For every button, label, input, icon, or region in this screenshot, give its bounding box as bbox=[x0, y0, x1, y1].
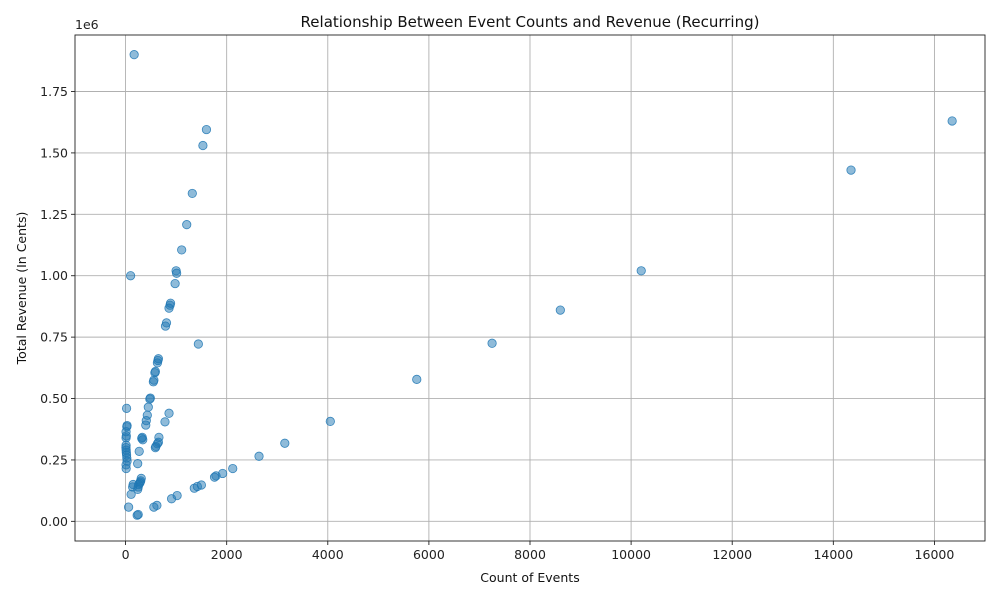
y-tick-label: 1.00 bbox=[40, 268, 68, 283]
data-point bbox=[121, 403, 132, 413]
y-tick-label: 0.25 bbox=[40, 452, 68, 467]
grid-lines bbox=[75, 35, 985, 541]
data-point bbox=[487, 338, 497, 348]
data-point bbox=[133, 459, 143, 469]
y-tick-label: 1.75 bbox=[40, 84, 68, 99]
data-point bbox=[164, 303, 174, 313]
x-tick-label: 4000 bbox=[312, 547, 344, 562]
x-tick-label: 14000 bbox=[813, 547, 853, 562]
x-tick-label: 0 bbox=[122, 547, 130, 562]
data-point bbox=[201, 124, 212, 135]
data-point bbox=[143, 402, 153, 412]
data-point bbox=[121, 463, 131, 474]
data-point bbox=[209, 472, 220, 482]
data-point bbox=[149, 502, 159, 512]
data-point bbox=[636, 266, 646, 276]
data-point bbox=[228, 463, 238, 474]
data-point bbox=[170, 278, 180, 289]
data-point bbox=[145, 394, 155, 404]
data-point bbox=[555, 305, 565, 315]
data-point bbox=[177, 245, 187, 255]
data-point bbox=[947, 116, 957, 126]
data-point bbox=[164, 408, 174, 418]
data-point bbox=[846, 165, 856, 175]
y-tick-label: 0.75 bbox=[40, 330, 68, 345]
data-point bbox=[150, 443, 160, 453]
x-tick-label: 12000 bbox=[712, 547, 752, 562]
data-point bbox=[126, 271, 136, 281]
x-tick-label: 16000 bbox=[915, 547, 955, 562]
data-point bbox=[128, 482, 138, 492]
y-tick-label: 0.00 bbox=[40, 514, 68, 529]
data-point bbox=[198, 140, 208, 151]
y-axis-label: Total Revenue (In Cents) bbox=[14, 212, 29, 366]
y-tick-label: 0.50 bbox=[40, 391, 68, 406]
data-point bbox=[254, 451, 264, 461]
data-point bbox=[126, 489, 136, 499]
x-tick-label: 10000 bbox=[611, 547, 651, 562]
data-point bbox=[129, 50, 139, 60]
y-axis-offset-label: 1e6 bbox=[75, 17, 99, 32]
data-point bbox=[134, 446, 144, 456]
axis-ticks: 0 2000 4000 6000 8000 10000 12000 14000 16000 0.0… bbox=[40, 84, 954, 562]
data-point bbox=[412, 374, 422, 384]
x-tick-label: 8000 bbox=[514, 547, 546, 562]
data-point bbox=[189, 483, 199, 493]
data-point bbox=[182, 220, 192, 230]
data-point bbox=[148, 377, 158, 387]
data-points bbox=[121, 50, 957, 520]
data-point bbox=[132, 510, 142, 520]
data-point bbox=[123, 502, 134, 512]
y-tick-label: 1.50 bbox=[40, 145, 68, 160]
x-tick-label: 2000 bbox=[211, 547, 243, 562]
data-point bbox=[138, 435, 148, 445]
x-axis-label: Count of Events bbox=[480, 570, 579, 585]
x-tick-label: 6000 bbox=[413, 547, 445, 562]
data-point bbox=[187, 188, 197, 199]
data-point bbox=[166, 494, 177, 504]
chart-title: Relationship Between Event Counts and Re… bbox=[301, 13, 760, 31]
y-tick-label: 1.25 bbox=[40, 207, 68, 222]
data-point bbox=[141, 420, 151, 430]
data-point bbox=[172, 268, 182, 278]
data-point bbox=[325, 416, 335, 426]
data-point bbox=[152, 358, 163, 368]
data-point bbox=[280, 438, 290, 448]
data-point bbox=[160, 417, 170, 427]
data-point bbox=[160, 321, 171, 331]
data-point bbox=[193, 339, 203, 349]
